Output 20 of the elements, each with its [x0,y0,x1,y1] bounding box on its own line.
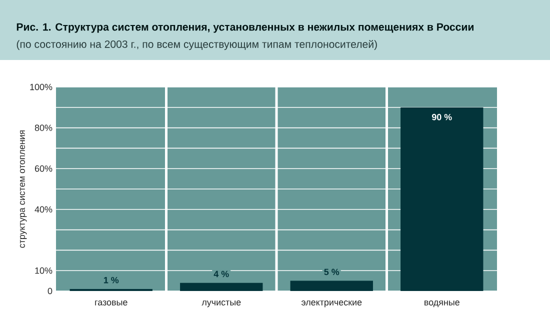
data-label: 5 % [324,268,340,276]
data-label: 4 % [214,270,229,278]
y-tick-label: 60% [34,165,52,172]
x-tick-label: электрические [301,300,362,308]
x-tick-label: газовые [95,300,128,306]
y-tick-label: 100% [30,84,52,90]
y-tick-label: 40% [34,206,52,213]
data-label: 1 % [104,276,119,284]
y-tick-label: 80% [34,124,52,131]
chart-title: Рис. 1. Структура систем отопления, установленных в нежилых помещениях в России [16,23,474,33]
x-tick-label: лучистые [202,300,241,308]
y-tick-label: 0 [48,288,52,294]
chart-subtitle: (по состоянию на 2003 г., по всем существующим типам теплоносителей) [16,40,377,50]
bar [290,280,373,291]
bar [400,107,484,291]
bar [180,282,263,291]
y-axis-title: структура систем отопления [20,130,27,248]
y-tick-label: 10% [35,267,52,274]
x-tick-label: водяные [424,300,460,308]
data-label: 90 % [432,114,452,120]
